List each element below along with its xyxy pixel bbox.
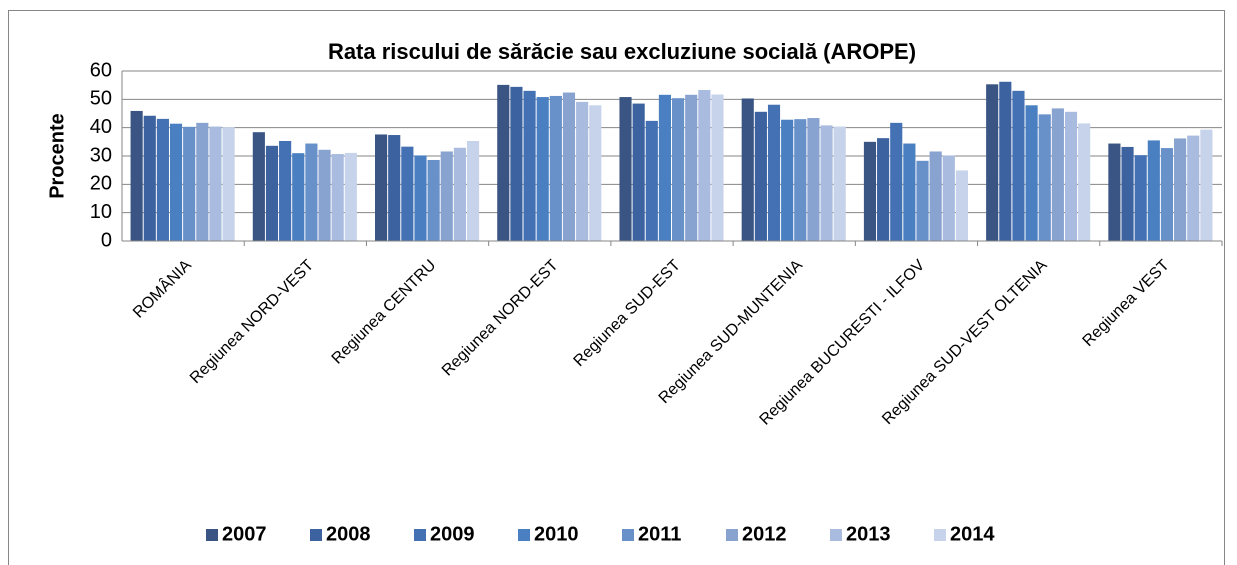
- bar: [833, 126, 846, 241]
- legend-swatch: [830, 529, 842, 541]
- y-tick-label: 50: [90, 88, 112, 110]
- bar: [209, 126, 222, 241]
- bar: [877, 138, 890, 241]
- legend-label: 2012: [742, 523, 787, 545]
- bar: [440, 151, 453, 241]
- bar: [1051, 108, 1064, 242]
- legend-swatch: [934, 529, 946, 541]
- bar: [781, 119, 794, 241]
- bar: [1012, 90, 1025, 241]
- bar: [265, 145, 279, 241]
- bar: [1174, 138, 1187, 241]
- bar: [453, 147, 466, 241]
- bar: [863, 141, 877, 241]
- bar: [1038, 114, 1051, 241]
- bar: [820, 125, 833, 241]
- bar: [794, 119, 807, 241]
- bar: [589, 105, 602, 242]
- bar: [523, 90, 536, 241]
- bar: [130, 110, 143, 241]
- chart-frame: [8, 10, 1225, 565]
- bar: [414, 155, 427, 241]
- bar: [576, 101, 589, 241]
- bar: [1160, 148, 1174, 241]
- bar: [1064, 111, 1078, 241]
- bar: [903, 143, 916, 241]
- bar: [645, 120, 658, 241]
- bar: [754, 111, 767, 241]
- bar: [536, 97, 549, 241]
- legend-label: 2010: [534, 523, 579, 545]
- y-tick-label: 30: [90, 144, 112, 166]
- bar: [807, 118, 820, 241]
- bar: [562, 92, 576, 242]
- bar: [401, 146, 414, 241]
- bar: [252, 132, 265, 241]
- bar: [549, 95, 562, 241]
- y-tick-label: 40: [90, 116, 112, 138]
- bar: [183, 126, 196, 241]
- y-tick-label: 0: [101, 229, 112, 251]
- bar: [999, 81, 1012, 242]
- legend-label: 2011: [638, 523, 681, 545]
- bar: [1108, 143, 1121, 241]
- y-tick-label: 10: [90, 201, 112, 223]
- bar: [1187, 135, 1200, 241]
- bar: [890, 122, 903, 241]
- bar: [929, 151, 942, 241]
- legend-label: 2009: [430, 523, 475, 545]
- bar: [1025, 105, 1038, 242]
- y-tick-label: 60: [90, 59, 112, 81]
- bar: [1200, 129, 1213, 241]
- bar: [711, 94, 724, 242]
- bar: [305, 143, 318, 241]
- bar: [916, 160, 929, 241]
- bar: [318, 149, 331, 241]
- legend-swatch: [206, 529, 218, 541]
- y-axis-label: Procente: [46, 113, 68, 199]
- bar: [1147, 140, 1160, 241]
- legend-swatch: [622, 529, 634, 541]
- bar: [466, 140, 480, 241]
- chart-title: Rata riscului de sărăcie sau excluziune …: [328, 39, 916, 64]
- legend-label: 2007: [222, 523, 267, 545]
- bar: [986, 84, 999, 241]
- legend-label: 2008: [326, 523, 371, 545]
- bar: [619, 97, 632, 241]
- bar: [344, 152, 357, 241]
- bar: [955, 170, 968, 241]
- bar: [685, 94, 698, 241]
- bar: [331, 154, 344, 241]
- bar: [388, 135, 401, 241]
- bar: [741, 98, 754, 241]
- bar: [497, 84, 510, 241]
- legend-swatch: [414, 529, 426, 541]
- bar: [1121, 146, 1134, 241]
- bar: [427, 159, 440, 241]
- bar: [942, 155, 955, 241]
- bar: [156, 118, 169, 241]
- bar: [279, 140, 292, 241]
- bar: [658, 94, 671, 241]
- bar: [143, 115, 156, 241]
- bar: [632, 103, 645, 241]
- bar: [672, 98, 685, 241]
- legend-swatch: [518, 529, 530, 541]
- bar: [222, 127, 235, 241]
- bar: [375, 134, 388, 241]
- legend-label: 2014: [950, 523, 995, 545]
- legend-swatch: [726, 529, 738, 541]
- bar: [1078, 123, 1091, 241]
- bar: [698, 89, 711, 241]
- legend-swatch: [310, 529, 322, 541]
- bar: [1134, 155, 1147, 241]
- bar: [510, 86, 523, 241]
- bar: [292, 153, 305, 241]
- bar: [767, 104, 781, 241]
- bar: [169, 123, 183, 241]
- y-tick-label: 20: [90, 173, 112, 195]
- bar: [196, 122, 209, 241]
- legend-label: 2013: [846, 523, 891, 545]
